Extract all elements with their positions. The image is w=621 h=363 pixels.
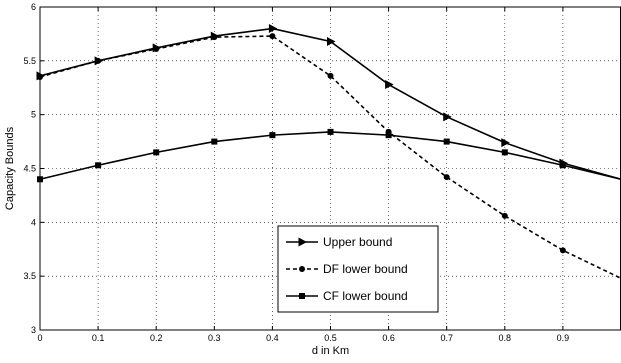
x-axis-label: d in Km: [312, 345, 349, 357]
data-point: [444, 174, 450, 180]
x-tick-label: 0.3: [208, 333, 221, 343]
legend-label: Upper bound: [323, 235, 392, 249]
x-tick-label: 0.7: [440, 333, 453, 343]
data-point: [211, 139, 217, 145]
legend-label: CF lower bound: [323, 289, 408, 303]
data-point: [502, 149, 508, 155]
x-tick-label: 0: [37, 333, 42, 343]
data-point: [501, 138, 510, 147]
series-1: [37, 24, 621, 179]
data-point: [386, 132, 392, 138]
x-tick-label: 0.4: [266, 333, 279, 343]
legend: Upper bound DF lower bound CF lower bound: [278, 226, 438, 312]
y-tick-label: 3: [31, 325, 36, 335]
data-point: [211, 34, 217, 40]
y-tick-label: 4: [31, 217, 36, 227]
data-point: [95, 58, 101, 64]
data-point: [269, 132, 275, 138]
data-point: [153, 149, 159, 155]
data-point: [385, 80, 394, 89]
x-tick-label: 0.8: [499, 333, 512, 343]
x-tick-label: 0.5: [324, 333, 337, 343]
y-tick-label: 5.5: [23, 56, 36, 66]
x-tick-label: 0.6: [382, 333, 395, 343]
data-point: [443, 112, 452, 121]
legend-marker: [299, 293, 305, 299]
y-tick-label: 6: [31, 2, 36, 12]
data-point: [153, 46, 159, 52]
data-point: [444, 139, 450, 145]
x-tick-label: 0.9: [557, 333, 570, 343]
data-point: [560, 247, 566, 253]
data-point: [269, 33, 275, 39]
y-axis-label: Capacity Bounds: [4, 126, 16, 210]
legend-label: DF lower bound: [323, 262, 408, 276]
series-3: [37, 129, 621, 182]
data-point: [37, 74, 43, 80]
y-tick-label: 5: [31, 110, 36, 120]
data-point: [328, 73, 334, 79]
data-point: [328, 129, 334, 135]
data-point: [37, 176, 43, 182]
y-tick-label: 3.5: [23, 271, 36, 281]
data-point: [269, 24, 278, 33]
data-point: [502, 213, 508, 219]
x-tick-label: 0.2: [150, 333, 163, 343]
legend-marker: [299, 266, 305, 272]
y-tick-label: 4.5: [23, 164, 36, 174]
x-tick-label: 0.1: [92, 333, 105, 343]
data-point: [560, 162, 566, 168]
data-point: [95, 162, 101, 168]
